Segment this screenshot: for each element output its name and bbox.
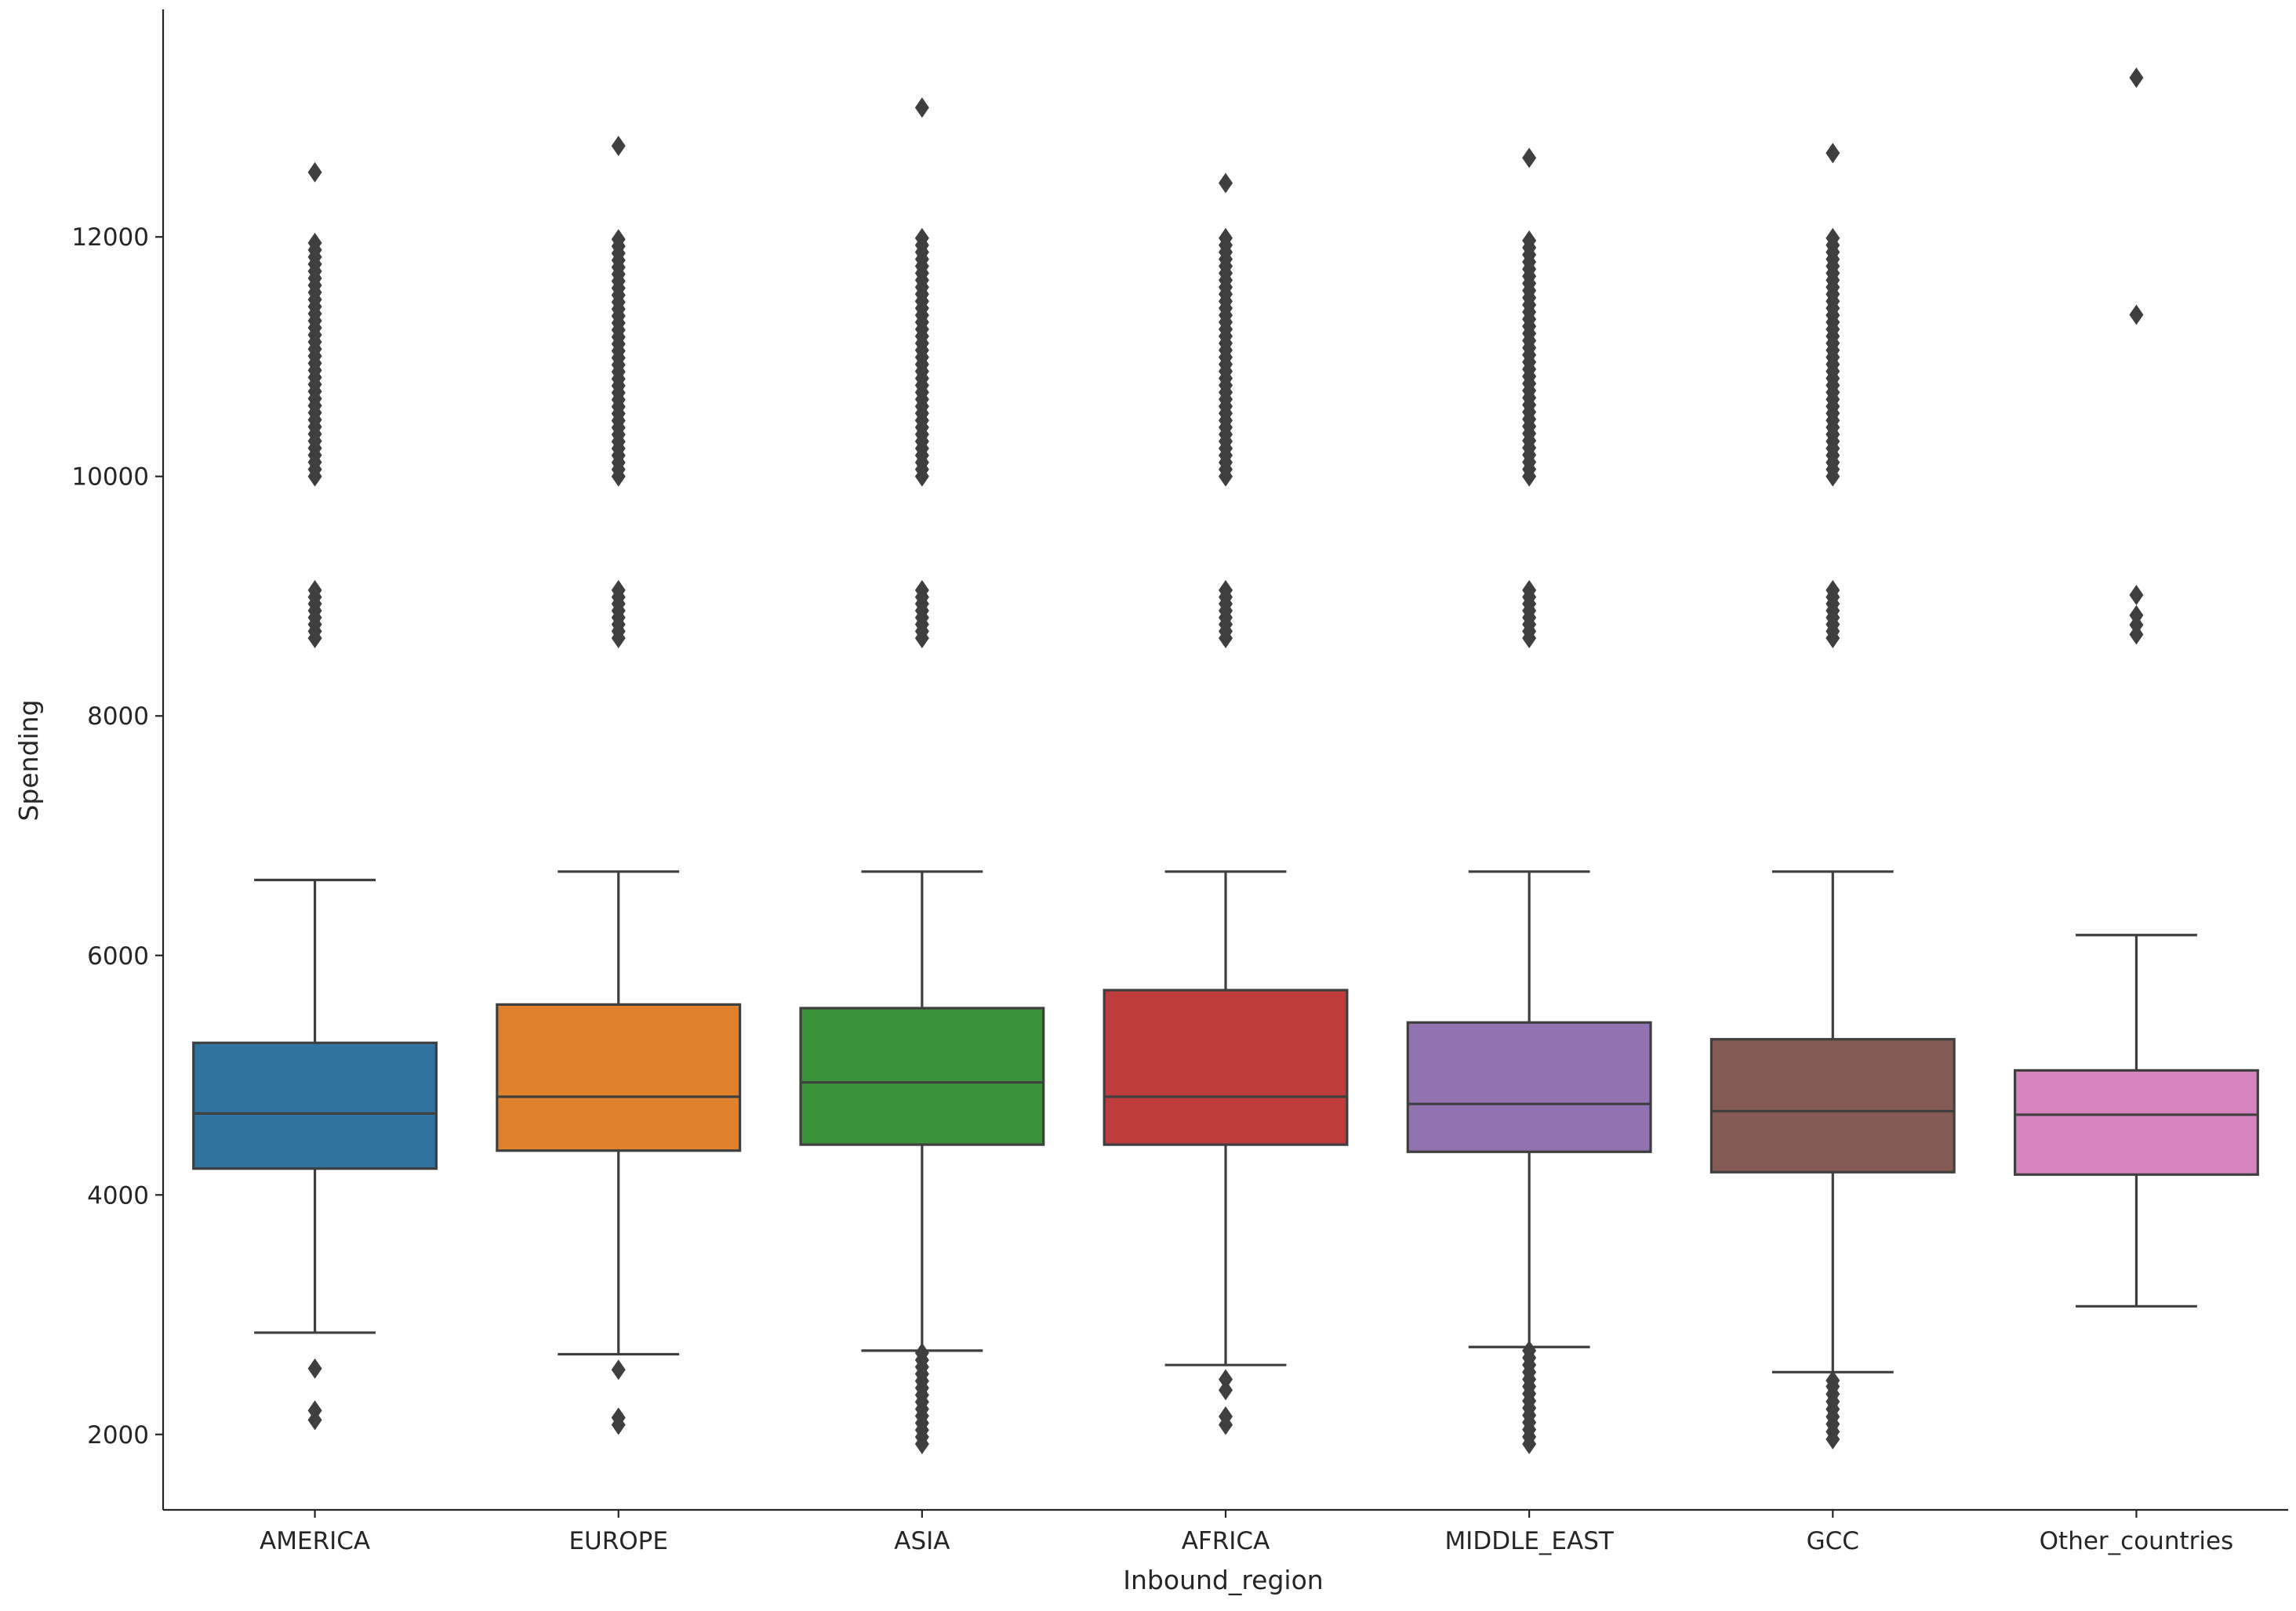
- box-iqr: [1103, 989, 1349, 1146]
- y-tick-label: 8000: [87, 702, 149, 731]
- outlier-point: [914, 627, 929, 648]
- y-tick-label: 12000: [71, 223, 149, 252]
- outlier-point: [307, 1358, 322, 1379]
- y-tick-label: 2000: [87, 1421, 149, 1450]
- outlier-point: [611, 1359, 626, 1381]
- y-axis-label: Spending: [13, 699, 44, 821]
- x-tick-label: Other_countries: [2040, 1527, 2234, 1555]
- x-axis-label: Inbound_region: [1123, 1565, 1323, 1595]
- outlier-point: [611, 466, 626, 487]
- box-iqr: [1709, 1038, 1956, 1174]
- x-tick-label: AFRICA: [1182, 1527, 1270, 1555]
- outlier-point: [307, 1410, 322, 1431]
- outlier-point: [1219, 1380, 1233, 1401]
- outlier-point: [1219, 172, 1233, 194]
- y-tick-label: 10000: [71, 463, 149, 492]
- box-iqr: [496, 1003, 742, 1152]
- box-group-gcc: [1709, 143, 1956, 1450]
- outlier-point: [914, 466, 929, 487]
- x-tick-label: MIDDLE_EAST: [1444, 1527, 1614, 1555]
- box-iqr: [192, 1041, 438, 1170]
- box-iqr: [2013, 1069, 2259, 1176]
- box-group-other-countries: [2013, 67, 2259, 1308]
- box-group-europe: [496, 136, 742, 1435]
- box-group-asia: [799, 97, 1045, 1454]
- outlier-point: [1219, 466, 1233, 487]
- outlier-point: [611, 136, 626, 157]
- box-group-middle-east: [1406, 147, 1652, 1454]
- box-iqr: [799, 1007, 1045, 1146]
- outlier-point: [611, 627, 626, 648]
- outlier-point: [1219, 1414, 1233, 1435]
- outlier-point: [914, 97, 929, 118]
- x-tick-label: GCC: [1807, 1527, 1859, 1555]
- outlier-point: [1522, 466, 1537, 487]
- outlier-point: [307, 161, 322, 183]
- outlier-point: [307, 466, 322, 487]
- box-iqr: [1406, 1021, 1652, 1153]
- outlier-point: [2129, 304, 2144, 325]
- y-ticks: 2000 4000 6000 8000 10000 12000: [71, 223, 163, 1450]
- y-tick-label: 6000: [87, 942, 149, 971]
- outlier-point: [1522, 147, 1537, 169]
- outlier-point: [1826, 1428, 1840, 1450]
- outlier-point: [1826, 143, 1840, 164]
- y-tick-label: 4000: [87, 1181, 149, 1210]
- outlier-point: [2129, 584, 2144, 605]
- outlier-point: [611, 1414, 626, 1435]
- outlier-point: [1826, 1370, 1840, 1391]
- outlier-point: [2129, 67, 2144, 89]
- outlier-point: [1522, 627, 1537, 648]
- box-group-africa: [1103, 172, 1349, 1435]
- outlier-point: [1522, 1433, 1537, 1454]
- axes: 2000 4000 6000 8000 10000 12000 AMERICA EUROPE…: [13, 9, 2288, 1595]
- outlier-point: [914, 1433, 929, 1454]
- outlier-point: [2129, 604, 2144, 626]
- x-tick-label: AMERICA: [260, 1527, 370, 1555]
- outlier-point: [1826, 627, 1840, 648]
- outlier-point: [1826, 466, 1840, 487]
- box-group-america: [192, 161, 438, 1431]
- plot-content: [192, 67, 2259, 1454]
- outlier-point: [1219, 627, 1233, 648]
- outlier-point: [1219, 1369, 1233, 1390]
- x-ticks: AMERICA EUROPE ASIA AFRICA MIDDLE_EAST GCC Oth…: [260, 1510, 2233, 1555]
- outlier-point: [307, 627, 322, 648]
- x-tick-label: EUROPE: [569, 1527, 668, 1555]
- x-tick-label: ASIA: [894, 1527, 950, 1555]
